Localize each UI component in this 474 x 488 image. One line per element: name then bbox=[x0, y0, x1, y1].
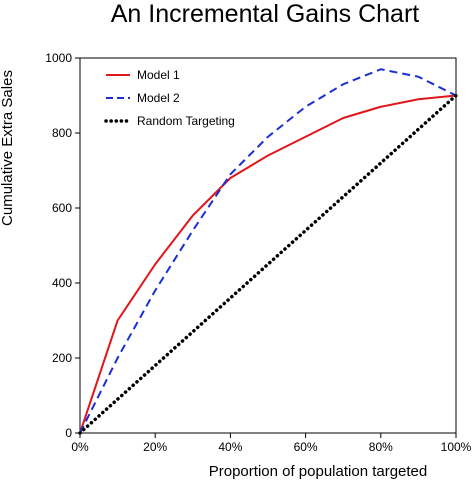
x-tick-label: 80% bbox=[369, 440, 393, 454]
x-tick-label: 20% bbox=[143, 440, 167, 454]
y-tick-label: 400 bbox=[52, 276, 72, 290]
legend: Model 1 Model 2 Random Targeting bbox=[104, 68, 235, 128]
y-tick-label: 1000 bbox=[45, 51, 72, 65]
y-tick-label: 0 bbox=[65, 426, 72, 440]
y-tick-label: 800 bbox=[52, 126, 72, 140]
plot-area: 0% 20% 40% 60% 80% 100% 0 200 400 600 800 1000 bbox=[45, 51, 471, 454]
y-tick-label: 600 bbox=[52, 201, 72, 215]
x-tick-label: 60% bbox=[294, 440, 318, 454]
series-line-random-targeting bbox=[78, 93, 458, 435]
x-tick-label: 100% bbox=[441, 440, 472, 454]
x-tick-label: 0% bbox=[71, 440, 89, 454]
y-tick-label: 200 bbox=[52, 351, 72, 365]
series-line-model-2 bbox=[79, 68, 457, 434]
chart-title: An Incremental Gains Chart bbox=[111, 0, 420, 28]
plot-frame bbox=[79, 57, 457, 434]
x-axis-label: Proportion of population targeted bbox=[209, 463, 428, 480]
legend-label: Model 2 bbox=[137, 91, 180, 105]
x-tick-label: 40% bbox=[218, 440, 242, 454]
legend-label: Random Targeting bbox=[137, 114, 235, 128]
legend-label: Model 1 bbox=[137, 68, 180, 82]
series-line-model-1 bbox=[79, 94, 457, 434]
y-axis-label: Cumulative Extra Sales bbox=[0, 70, 16, 226]
